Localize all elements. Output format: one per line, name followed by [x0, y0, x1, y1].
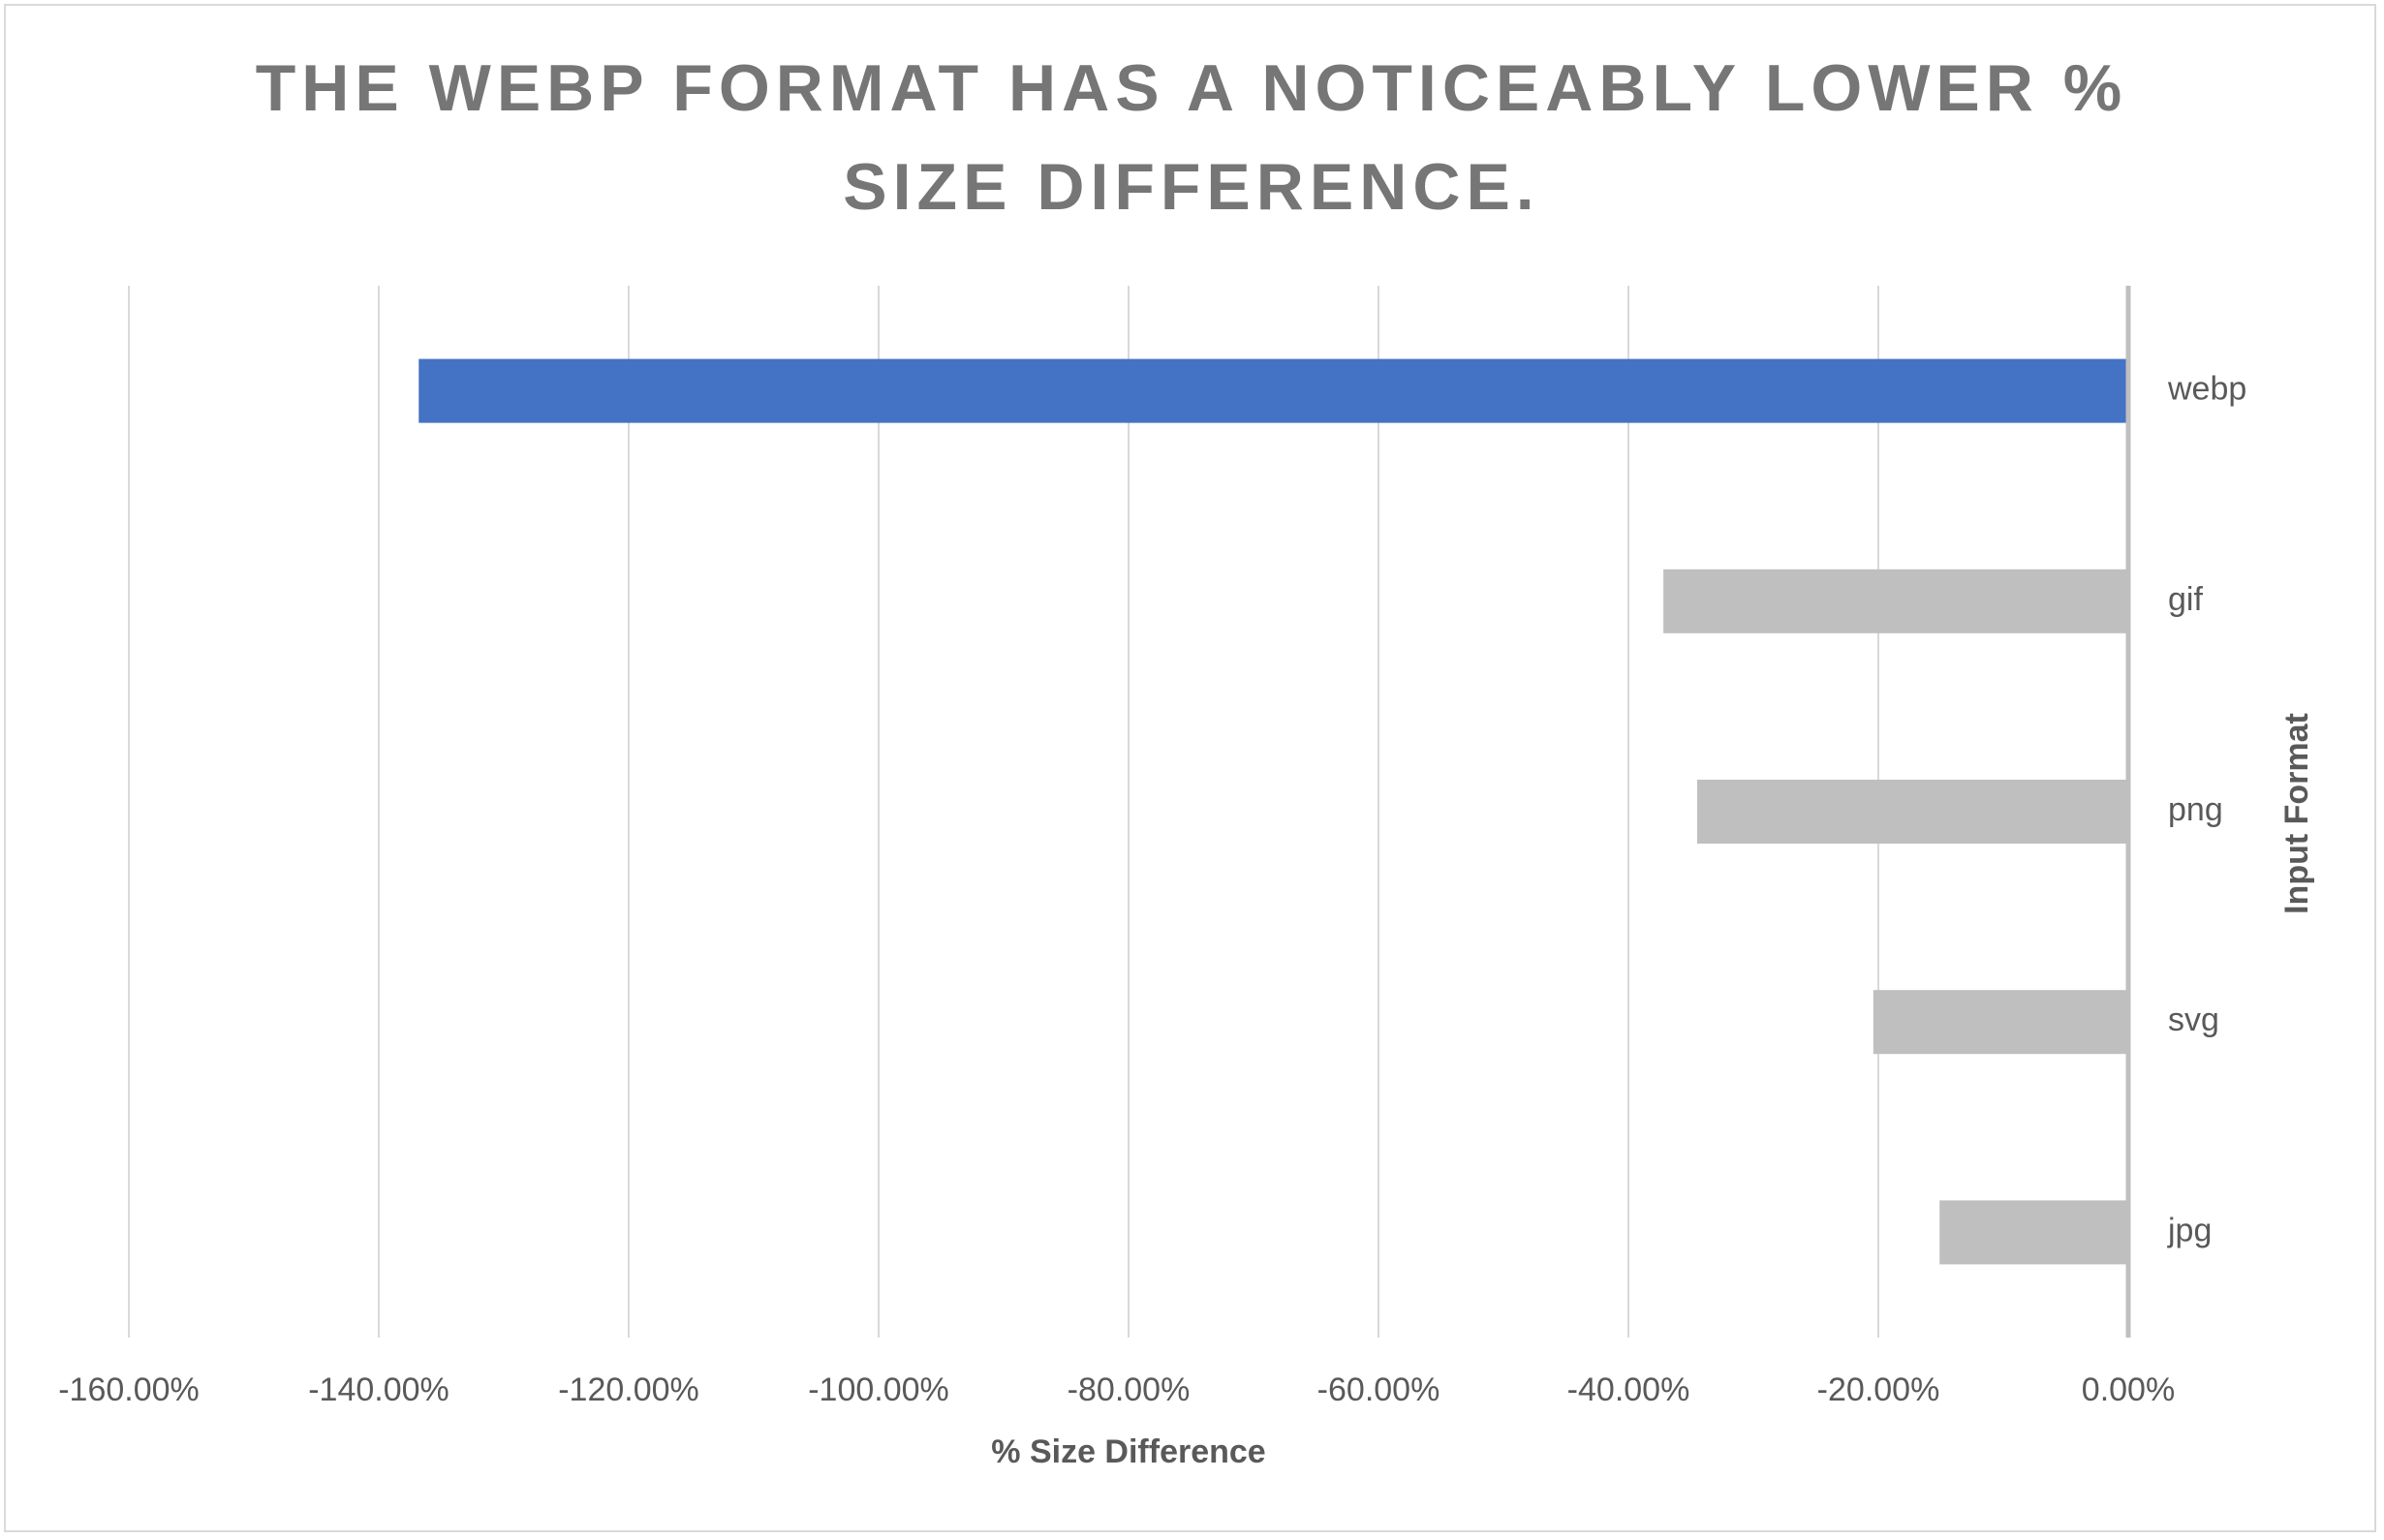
x-tick-label: -140.00% [308, 1371, 449, 1408]
y-tick-label: png [2168, 791, 2223, 828]
y-tick-label: gif [2168, 581, 2203, 618]
bar [1873, 990, 2128, 1055]
x-tick-label: -100.00% [808, 1371, 949, 1408]
y-axis-title: Input Format [2278, 713, 2315, 914]
bar [1663, 569, 2128, 633]
x-tick-label: -120.00% [558, 1371, 699, 1408]
chart-title: THE WEBP FORMAT HAS A NOTICEABLY LOWER %… [255, 51, 2128, 224]
x-tick-label: -40.00% [1567, 1371, 1690, 1408]
y-tick-label: webp [2167, 371, 2246, 408]
x-tick-label: 0.00% [2082, 1371, 2175, 1408]
x-tick-label: -60.00% [1317, 1371, 1440, 1408]
x-tick-label: -160.00% [58, 1371, 200, 1408]
y-tick-label: svg [2168, 1001, 2219, 1038]
x-tick-label: -20.00% [1817, 1371, 1940, 1408]
bar [1939, 1200, 2128, 1265]
x-tick-label: -80.00% [1068, 1371, 1191, 1408]
x-axis-title: % Size Difference [991, 1433, 1265, 1470]
chart-frame [4, 4, 2376, 1532]
bar [418, 358, 2128, 423]
bar [1696, 780, 2128, 844]
y-tick-label: jpg [2167, 1212, 2212, 1248]
